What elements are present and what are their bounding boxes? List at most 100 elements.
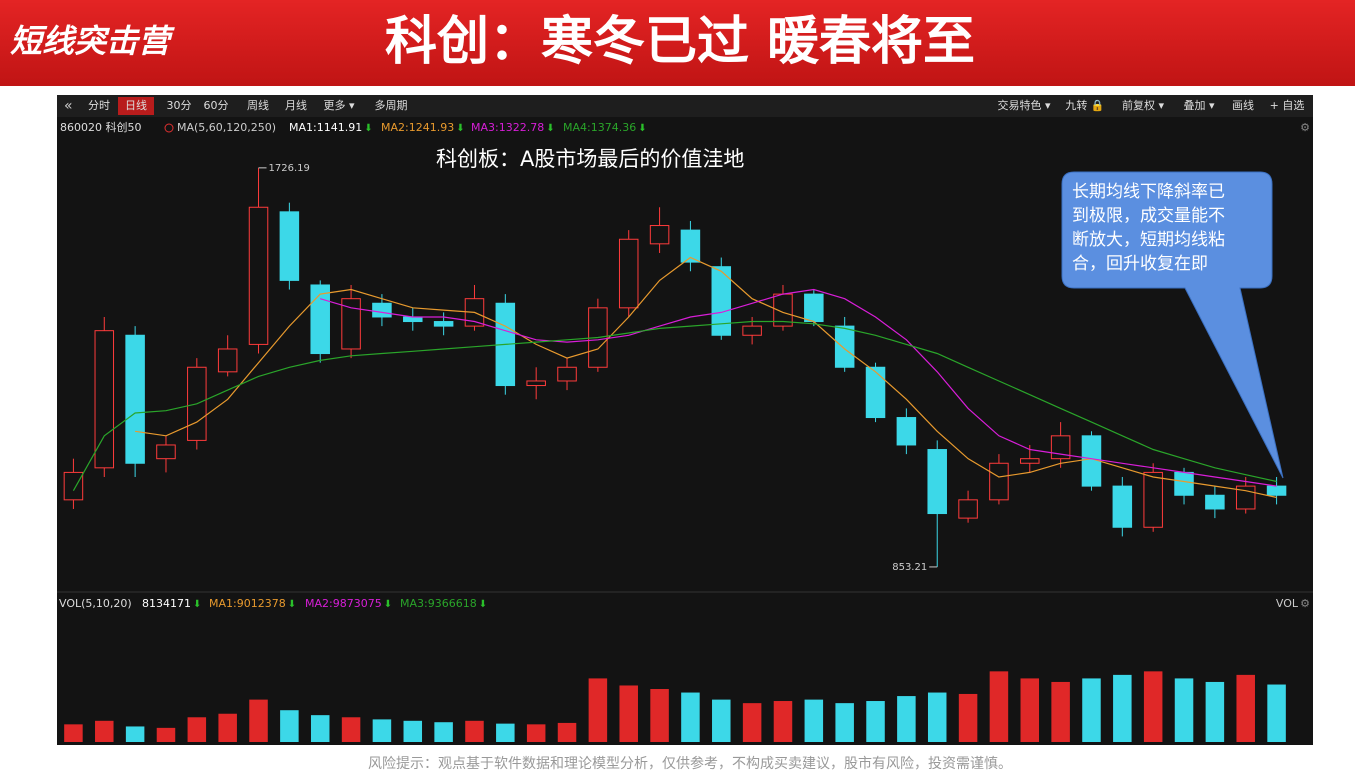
- volume-bar: [64, 724, 83, 742]
- volume-bar: [280, 710, 299, 742]
- toolbar-item[interactable]: 叠加 ▾: [1183, 99, 1214, 112]
- ma-line: [72, 320, 1277, 491]
- callout-text: 合，回升收复在即: [1072, 254, 1208, 274]
- volume-bar: [526, 724, 546, 742]
- footer: 风险提示：观点基于软件数据和理论模型分析，仅供参考，不构成买卖建议，股市有风险，…: [368, 755, 1012, 772]
- toolbar-item[interactable]: 月线: [285, 98, 307, 112]
- toolbar-item[interactable]: 九转 🔒: [1065, 98, 1104, 112]
- candle-body: [125, 334, 145, 464]
- candle-body: [927, 449, 947, 515]
- candle-body: [1266, 485, 1287, 496]
- volume-bar: [434, 722, 453, 742]
- volume-bar: [218, 713, 237, 742]
- down-arrow: ⬇: [288, 599, 296, 610]
- candle-body: [279, 211, 300, 281]
- volume-bar: [403, 720, 423, 742]
- ma-label: MA4:1374.36: [563, 121, 636, 134]
- candle-body: [1205, 494, 1225, 510]
- candle-body: [1174, 471, 1194, 496]
- settings-icon[interactable]: ⚙: [1300, 597, 1310, 610]
- volume-bar: [742, 703, 762, 742]
- candle-body: [248, 206, 269, 345]
- volume-ma-label: MA3:9366618: [400, 597, 477, 610]
- volume-bar: [1205, 681, 1225, 742]
- candle-body: [1112, 485, 1133, 528]
- volume-bar: [927, 692, 947, 742]
- candle-body: [804, 293, 824, 323]
- volume-bar: [156, 727, 176, 742]
- volume-bar: [1020, 678, 1040, 742]
- volume-bar: [712, 699, 731, 742]
- volume-bar: [619, 685, 638, 742]
- toolbar-item[interactable]: 前复权 ▾: [1122, 98, 1164, 112]
- toolbar-item[interactable]: + 自选: [1270, 99, 1305, 112]
- toolbar-item[interactable]: 多周期: [375, 98, 408, 112]
- settings-icon[interactable]: ⚙: [1300, 121, 1310, 134]
- candle-body: [433, 321, 454, 327]
- toolbar-item[interactable]: 日线: [125, 98, 147, 112]
- candle-body: [310, 284, 330, 355]
- down-arrow: ⬇: [456, 123, 464, 134]
- candle-body: [403, 316, 423, 323]
- candle-body: [989, 462, 1009, 501]
- volume-ma-label: MA1:9012378: [209, 597, 286, 610]
- candle-body: [649, 225, 670, 245]
- ma-setting: MA(5,60,120,250): [177, 121, 276, 134]
- toolbar-item[interactable]: 60分: [204, 99, 229, 112]
- candle-body: [680, 229, 701, 263]
- volume-bar: [650, 689, 669, 742]
- candle-body: [63, 471, 84, 501]
- candle-body: [742, 325, 762, 336]
- candle-body: [156, 444, 176, 460]
- candle-body: [557, 366, 577, 382]
- down-arrow: ⬇: [384, 599, 392, 610]
- down-arrow: ⬇: [364, 123, 372, 134]
- volume-bar: [341, 717, 361, 742]
- volume-bar: [1236, 674, 1255, 742]
- ma-toggle[interactable]: [164, 123, 174, 133]
- volume-ma-label: MA2:9873075: [305, 597, 382, 610]
- candle-body: [94, 330, 115, 469]
- toolbar-item[interactable]: 更多 ▾: [323, 98, 354, 112]
- candle-body: [1143, 471, 1163, 528]
- candle-body: [896, 417, 917, 446]
- volume-bar: [465, 720, 484, 742]
- symbol: 860020 科创50: [60, 120, 142, 134]
- toolbar-active: [118, 97, 154, 115]
- volume-bar: [958, 693, 978, 742]
- volume-bar: [804, 699, 824, 742]
- header-band: [0, 0, 1355, 86]
- volume-bar: [1113, 674, 1132, 742]
- candle-body: [958, 499, 978, 519]
- toolbar-item[interactable]: 分时: [88, 99, 110, 112]
- volume-bar: [866, 701, 885, 742]
- candle-body: [711, 266, 732, 336]
- volume-bar: [588, 678, 608, 742]
- ma-label: MA3:1322.78: [471, 121, 544, 134]
- toolbar-item[interactable]: 30分: [167, 99, 192, 112]
- down-arrow: ⬇: [193, 599, 201, 610]
- down-arrow: ⬇: [638, 123, 646, 134]
- volume-tag: VOL: [1276, 597, 1299, 610]
- volume-bar: [249, 699, 268, 742]
- candle-body: [865, 366, 886, 419]
- volume-bar: [835, 703, 854, 742]
- volume-bar: [372, 719, 392, 742]
- candle-body: [372, 302, 392, 318]
- volume-bar: [1174, 678, 1194, 742]
- volume-bar: [310, 715, 330, 742]
- collapse-icon[interactable]: «: [64, 98, 73, 114]
- ma-line: [135, 256, 1277, 499]
- down-arrow: ⬇: [479, 599, 487, 610]
- toolbar-item[interactable]: 周线: [247, 98, 269, 112]
- volume-bar: [1143, 671, 1163, 742]
- volume-bar: [496, 723, 515, 742]
- volume-value: 8134171: [142, 597, 191, 610]
- candle-body: [526, 380, 546, 387]
- toolbar-item[interactable]: 画线: [1232, 98, 1254, 112]
- toolbar-item[interactable]: 交易特色 ▾: [997, 98, 1050, 112]
- volume-bar: [557, 722, 577, 742]
- candle-body: [618, 238, 639, 309]
